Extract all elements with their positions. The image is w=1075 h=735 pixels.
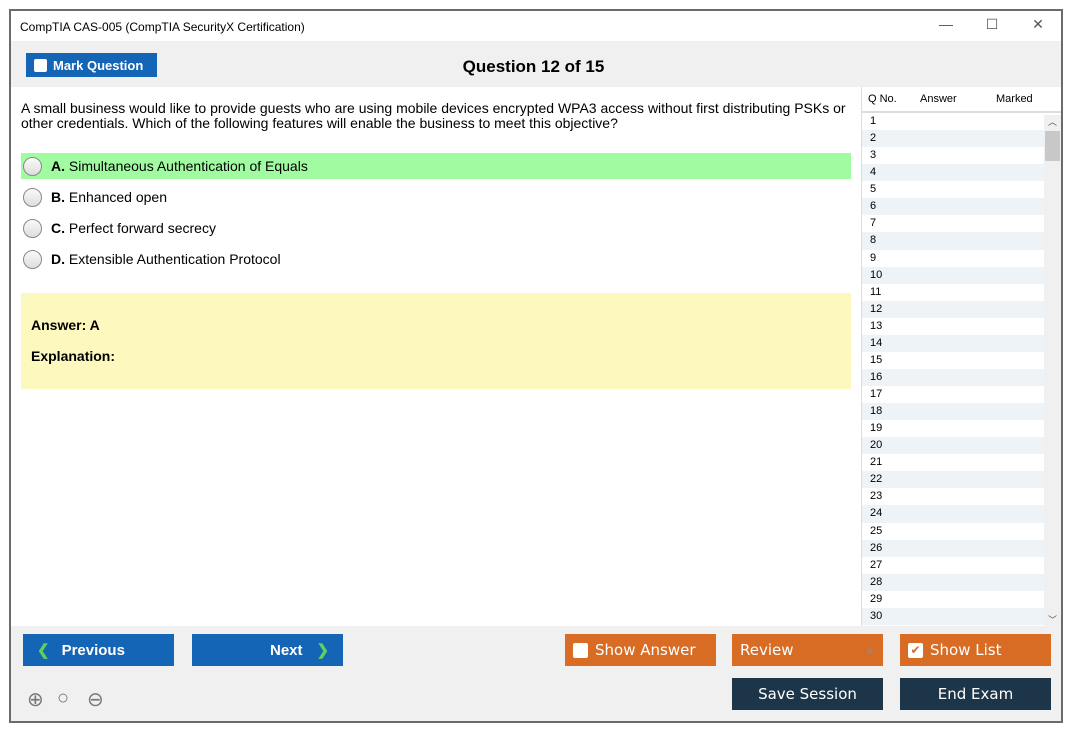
list-row[interactable]: 15	[870, 353, 883, 366]
scrollbar-thumb[interactable]	[1045, 131, 1060, 161]
mark-question-button[interactable]: Mark Question	[26, 53, 157, 77]
title-bar: CompTIA CAS-005 (CompTIA SecurityX Certi…	[11, 11, 1061, 41]
list-row[interactable]: 24	[862, 505, 1044, 523]
show-list-label: Show List	[930, 641, 1002, 659]
next-button[interactable]: Next ❯	[192, 634, 343, 666]
option-letter: D.	[51, 251, 65, 267]
app-window: CompTIA CAS-005 (CompTIA SecurityX Certi…	[9, 9, 1063, 723]
list-row[interactable]: 26	[862, 539, 1044, 557]
header-marked: Marked	[996, 93, 1033, 105]
previous-label: Previous	[61, 641, 125, 659]
minimize-button[interactable]: —	[939, 16, 953, 32]
list-row[interactable]: 14	[862, 334, 1044, 352]
list-row[interactable]: 7	[870, 217, 877, 230]
window-title: CompTIA CAS-005 (CompTIA SecurityX Certi…	[20, 20, 305, 34]
list-row[interactable]: 16	[862, 368, 1044, 386]
list-row[interactable]: 28	[862, 573, 1044, 591]
option-letter: A.	[51, 158, 65, 174]
list-row[interactable]: 27	[870, 558, 883, 571]
list-row[interactable]: 8	[862, 232, 1044, 250]
option-d[interactable]: D. Extensible Authentication Protocol	[21, 246, 851, 272]
mark-question-label: Mark Question	[53, 57, 144, 73]
save-session-button[interactable]: Save Session	[732, 678, 883, 710]
list-row[interactable]: 6	[862, 198, 1044, 216]
previous-button[interactable]: ❮ Previous	[23, 634, 174, 666]
radio-icon[interactable]	[23, 156, 42, 176]
list-row[interactable]: 17	[870, 388, 883, 400]
option-a[interactable]: A. Simultaneous Authentication of Equals	[21, 153, 851, 179]
checkbox-icon	[34, 58, 47, 72]
chevron-right-icon: ❯	[316, 642, 330, 659]
checkbox-checked-icon[interactable]: ✔	[908, 642, 923, 658]
question-title: Question 12 of 15	[462, 57, 605, 76]
list-row[interactable]: 12	[862, 300, 1044, 318]
answer-box: Answer: A Explanation:	[21, 293, 851, 389]
radio-icon[interactable]	[23, 249, 42, 269]
option-text: Simultaneous Authentication of Equals	[68, 158, 308, 174]
option-letter: B.	[51, 189, 65, 205]
zoom-in-icon[interactable]: ⊕	[27, 689, 44, 711]
list-row[interactable]: 21	[870, 456, 883, 469]
option-text: Extensible Authentication Protocol	[68, 251, 281, 267]
explanation-label: Explanation:	[31, 348, 116, 364]
zoom-out-icon[interactable]: ⊖	[87, 689, 104, 711]
list-row[interactable]: 9	[870, 251, 877, 264]
header-answer: Answer	[920, 93, 957, 105]
maximize-button[interactable]: ☐	[985, 16, 999, 32]
show-answer-label: Show Answer	[595, 641, 696, 659]
scroll-down-icon[interactable]: ﹀	[1047, 615, 1057, 625]
option-letter: C.	[51, 220, 65, 236]
list-row[interactable]: 22	[862, 471, 1044, 489]
next-label: Next	[270, 641, 303, 659]
close-button[interactable]: ✕	[1032, 16, 1044, 32]
question-list: Q No. Answer Marked 1 2 3 4 5 6 7 8 9 10 11 12 13 14 1…	[861, 87, 1061, 626]
question-text: A small business would like to provide g…	[21, 100, 846, 131]
end-exam-button[interactable]: End Exam	[900, 678, 1051, 710]
question-panel: A small business would like to provide g…	[11, 87, 861, 626]
list-row[interactable]: 5	[870, 183, 877, 196]
radio-icon[interactable]	[23, 187, 42, 207]
option-text: Perfect forward secrecy	[68, 220, 216, 236]
review-label: Review	[740, 641, 794, 659]
header-qno: Q No.	[868, 93, 897, 105]
checkbox-icon[interactable]	[573, 642, 588, 658]
show-list-button[interactable]: ✔ Show List	[900, 634, 1051, 666]
list-row[interactable]: 1	[870, 115, 877, 127]
list-row[interactable]: 20	[862, 437, 1044, 455]
list-row[interactable]: 13	[870, 319, 883, 332]
option-c[interactable]: C. Perfect forward secrecy	[21, 215, 851, 241]
answer-label: Answer: A	[31, 317, 100, 333]
list-row[interactable]: 10	[862, 266, 1044, 284]
list-row[interactable]: 2	[862, 130, 1044, 148]
list-row[interactable]: 29	[870, 592, 883, 605]
list-row[interactable]: 3	[870, 149, 877, 162]
list-row[interactable]: 25	[870, 524, 883, 537]
list-row[interactable]: 11	[870, 285, 882, 298]
caret-up-icon: ▲	[866, 645, 873, 655]
scrollbar[interactable]: ︿ ﹀	[1044, 115, 1061, 626]
zoom-reset-icon[interactable]: ○	[57, 687, 70, 709]
list-row[interactable]: 18	[862, 403, 1044, 421]
show-answer-button[interactable]: Show Answer	[565, 634, 716, 666]
review-dropdown[interactable]: Review ▲	[732, 634, 883, 666]
option-text: Enhanced open	[68, 189, 167, 205]
list-header: Q No. Answer Marked	[862, 87, 1061, 113]
list-row[interactable]: 19	[870, 422, 883, 435]
list-row[interactable]: 4	[862, 164, 1044, 182]
radio-icon[interactable]	[23, 218, 42, 238]
option-b[interactable]: B. Enhanced open	[21, 184, 851, 210]
list-row[interactable]: 23	[870, 490, 883, 503]
list-row[interactable]: 30	[862, 607, 1044, 625]
scroll-up-icon[interactable]: ︿	[1047, 117, 1057, 127]
chevron-left-icon: ❮	[37, 642, 50, 659]
